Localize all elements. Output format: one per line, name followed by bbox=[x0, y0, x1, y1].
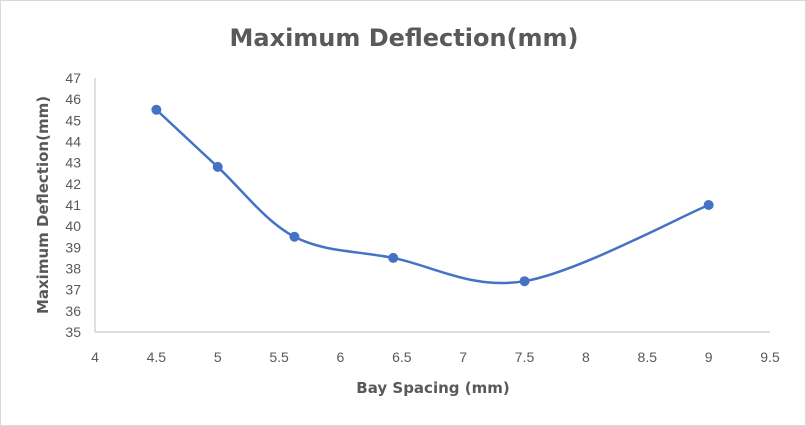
x-tick-label: 6.5 bbox=[392, 349, 412, 365]
x-tick-label: 8 bbox=[582, 349, 590, 365]
x-tick-label: 4.5 bbox=[147, 349, 167, 365]
y-tick-label: 43 bbox=[65, 155, 81, 171]
chart-title: Maximum Deflection(mm) bbox=[230, 24, 579, 52]
x-tick-label: 9.5 bbox=[760, 349, 780, 365]
data-point bbox=[151, 104, 162, 115]
y-tick-label: 44 bbox=[65, 134, 81, 150]
x-tick-label: 8.5 bbox=[638, 349, 658, 365]
data-point bbox=[703, 200, 714, 210]
y-tick-label: 40 bbox=[65, 218, 81, 234]
y-tick-label: 42 bbox=[65, 176, 81, 192]
x-axis-tick-labels: 4 4.5 5 5.5 6 6.5 7 7.5 8 8.5 9 9.5 bbox=[91, 349, 780, 365]
y-tick-label: 37 bbox=[65, 282, 81, 298]
data-point bbox=[212, 161, 223, 172]
y-tick-label: 38 bbox=[65, 261, 81, 277]
y-axis-tick-labels: 35 36 37 38 39 40 41 42 43 44 45 46 47 bbox=[65, 70, 81, 340]
y-tick-label: 36 bbox=[65, 303, 81, 319]
data-point bbox=[289, 231, 300, 242]
y-tick-label: 47 bbox=[65, 70, 81, 86]
x-tick-label: 5.5 bbox=[269, 349, 289, 365]
data-point bbox=[388, 252, 399, 263]
y-tick-label: 46 bbox=[65, 91, 81, 107]
x-tick-label: 9 bbox=[705, 349, 713, 365]
y-tick-label: 41 bbox=[65, 197, 81, 213]
y-axis-title: Maximum Deflection(mm) bbox=[34, 96, 52, 314]
y-tick-label: 45 bbox=[65, 112, 81, 128]
y-tick-label: 39 bbox=[65, 239, 81, 255]
data-point bbox=[519, 276, 530, 287]
x-tick-label: 6 bbox=[337, 349, 345, 365]
x-tick-label: 7.5 bbox=[515, 349, 535, 365]
x-tick-label: 4 bbox=[91, 349, 99, 365]
x-axis-title: Bay Spacing (mm) bbox=[356, 379, 509, 397]
series-line bbox=[155, 108, 710, 285]
y-tick-label: 35 bbox=[65, 324, 81, 340]
series-points bbox=[151, 104, 714, 287]
x-tick-label: 7 bbox=[459, 349, 467, 365]
x-tick-label: 5 bbox=[214, 349, 222, 365]
